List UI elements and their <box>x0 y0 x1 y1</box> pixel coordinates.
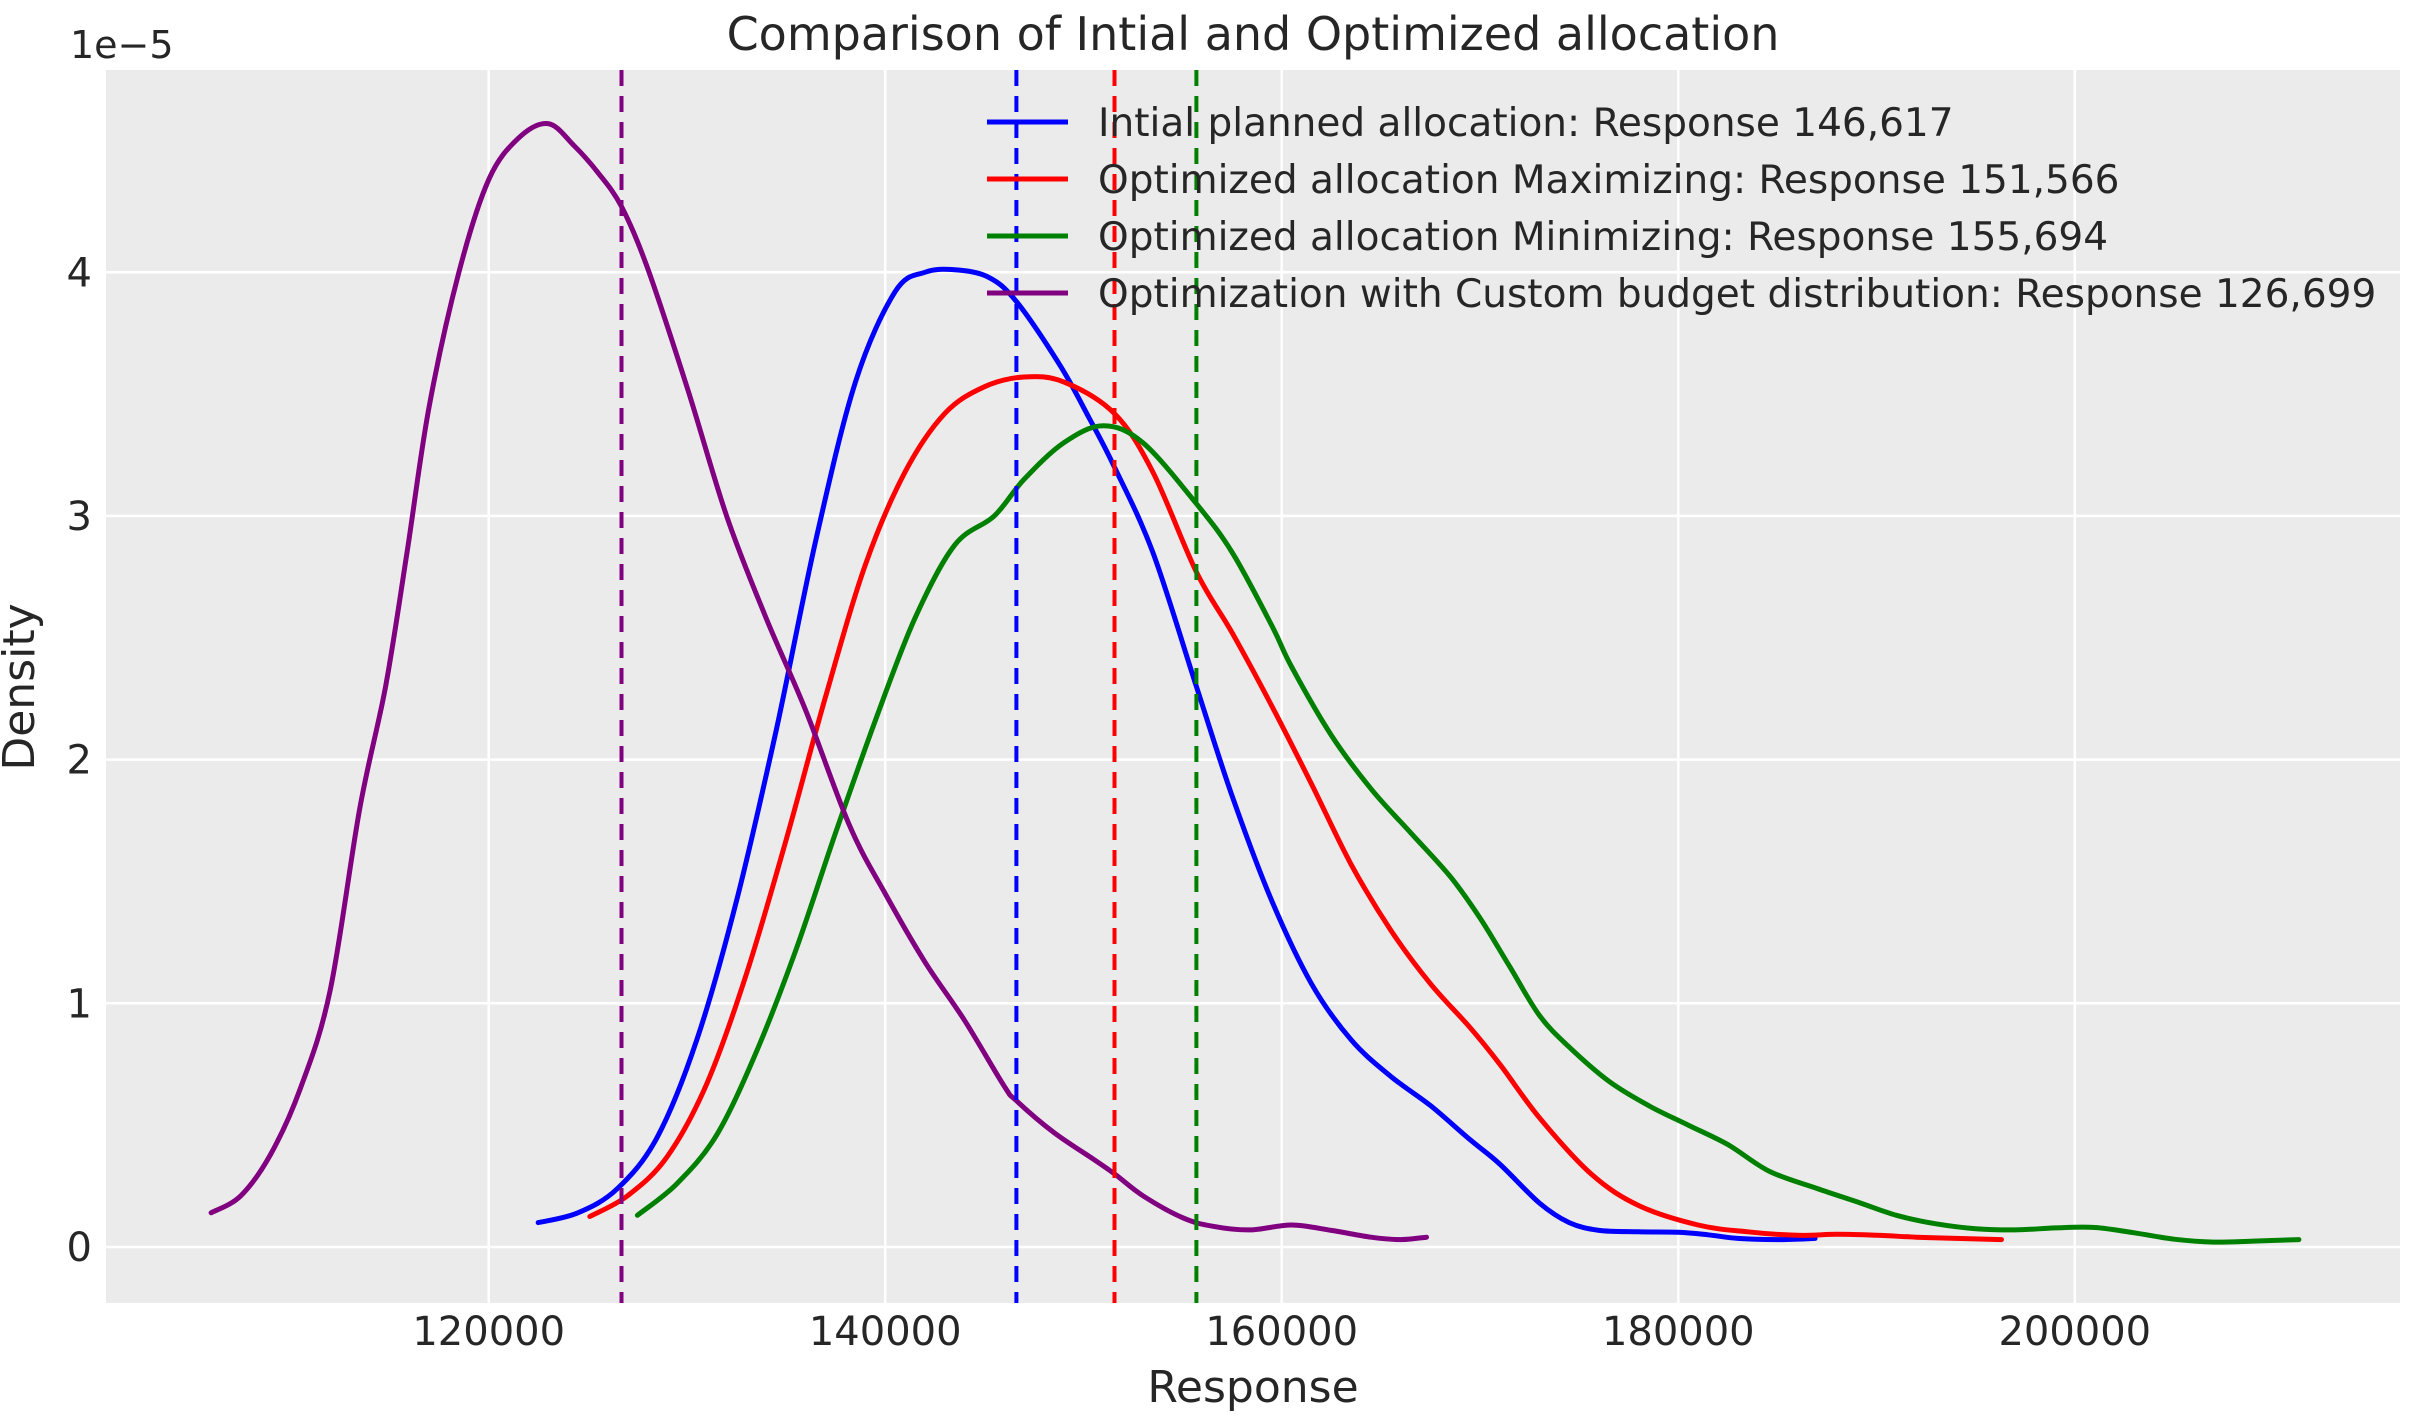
x-tick-label: 160000 <box>1205 1309 1358 1355</box>
x-tick-label: 180000 <box>1602 1309 1755 1355</box>
legend-item: Optimized allocation Maximizing: Respons… <box>987 158 2119 203</box>
kde-curve-maximizing <box>587 374 2004 1243</box>
legend-item: Intial planned allocation: Response 146,… <box>987 101 1954 146</box>
legend-label-maximizing: Optimized allocation Maximizing: Respons… <box>1098 158 2119 203</box>
kde-curves <box>208 121 2302 1245</box>
y-tick-label: 3 <box>67 494 92 540</box>
mean-lines <box>619 70 1199 1303</box>
y-tick-label: 1 <box>67 981 92 1027</box>
chart-title: Comparison of Intial and Optimized alloc… <box>727 7 1780 61</box>
x-axis-label: Response <box>1147 1362 1358 1413</box>
legend-label-initial: Intial planned allocation: Response 146,… <box>1098 101 1954 146</box>
y-axis-label: Density <box>0 603 45 770</box>
x-tick-label: 200000 <box>1998 1309 2151 1355</box>
y-tick-label: 4 <box>67 250 92 296</box>
kde-curve-custom <box>208 121 1429 1243</box>
y-tick-labels: 0 1 2 3 4 <box>67 250 92 1271</box>
y-tick-label: 2 <box>67 738 92 784</box>
legend-item: Optimization with Custom budget distribu… <box>987 272 2376 317</box>
legend-item: Optimized allocation Minimizing: Respons… <box>987 215 2108 260</box>
legend-label-custom: Optimization with Custom budget distribu… <box>1098 272 2376 317</box>
x-tick-label: 140000 <box>809 1309 962 1355</box>
y-tick-label: 0 <box>67 1225 92 1271</box>
x-tick-labels: 120000 140000 160000 180000 200000 <box>412 1309 2151 1355</box>
x-tick-label: 120000 <box>412 1309 565 1355</box>
kde-curve-initial <box>535 266 1818 1243</box>
y-axis-offset-label: 1e−5 <box>70 23 174 67</box>
legend-label-minimizing: Optimized allocation Minimizing: Respons… <box>1098 215 2108 260</box>
legend: Intial planned allocation: Response 146,… <box>987 101 2376 317</box>
kde-curve-minimizing <box>634 423 2302 1245</box>
